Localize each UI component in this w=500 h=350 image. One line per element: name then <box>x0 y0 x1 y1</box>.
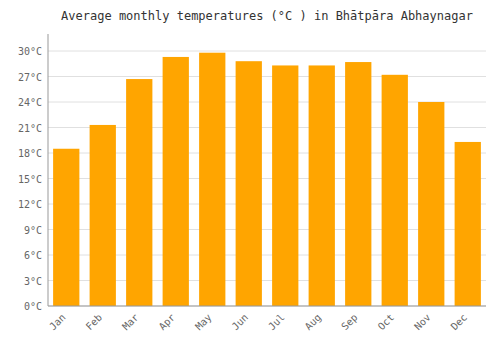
x-tick-label: Mar <box>120 312 141 333</box>
grid-line <box>48 76 486 77</box>
y-tick-label: 6°C <box>24 250 42 261</box>
x-tick-label: Jun <box>230 312 251 333</box>
x-tick-label: Feb <box>84 312 105 333</box>
x-axis-line <box>48 306 486 307</box>
x-tick-label: Oct <box>376 312 397 333</box>
x-tick-label: Aug <box>303 312 324 333</box>
y-tick-label: 24°C <box>18 97 42 108</box>
bar <box>418 102 444 306</box>
grid-line <box>48 306 486 307</box>
bar <box>90 125 116 306</box>
bar <box>126 79 152 306</box>
bar <box>53 149 79 306</box>
y-axis-line <box>48 34 49 306</box>
bar <box>272 65 298 306</box>
y-tick-label: 0°C <box>24 301 42 312</box>
y-tick-label: 27°C <box>18 72 42 83</box>
y-tick-label: 12°C <box>18 199 42 210</box>
bar <box>345 62 371 306</box>
y-tick-label: 3°C <box>24 276 42 287</box>
y-tick-label: 9°C <box>24 225 42 236</box>
y-tick-label: 30°C <box>18 46 42 57</box>
x-tick-label: Dec <box>449 312 470 333</box>
chart-container: Average monthly temperatures (°C ) in Bh… <box>0 0 500 350</box>
x-tick-label: Sep <box>339 312 360 333</box>
y-tick-label: 18°C <box>18 148 42 159</box>
x-tick-label: Jan <box>47 312 68 333</box>
grid <box>48 51 486 306</box>
title: Average monthly temperatures (°C ) in Bh… <box>61 9 473 23</box>
x-tick-label: Jul <box>266 312 287 333</box>
x-tick-label: Apr <box>157 312 178 333</box>
y-tick-label: 15°C <box>18 174 42 185</box>
y-tick-label: 21°C <box>18 123 42 134</box>
bar <box>309 65 335 306</box>
bar <box>163 57 189 306</box>
bar <box>382 75 408 306</box>
bar <box>455 142 481 306</box>
x-tick-label: Nov <box>412 312 433 333</box>
chart-svg: Average monthly temperatures (°C ) in Bh… <box>0 0 500 350</box>
bars <box>53 53 481 306</box>
x-tick-label: May <box>193 312 214 333</box>
grid-line <box>48 51 486 52</box>
bar <box>236 61 262 306</box>
bar <box>199 53 225 306</box>
